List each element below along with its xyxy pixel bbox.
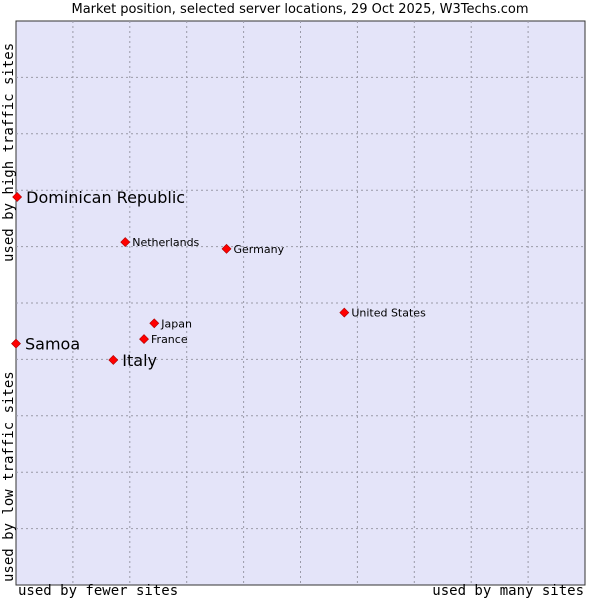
data-point-label: Dominican Republic — [26, 188, 185, 207]
data-point-label: Germany — [234, 243, 285, 256]
data-point-label: United States — [351, 307, 426, 320]
x-axis-label-left: used by fewer sites — [18, 583, 179, 599]
data-point-marker — [149, 318, 160, 329]
data-point-marker — [11, 338, 21, 349]
data-point-label: France — [151, 333, 188, 346]
data-point-marker — [108, 355, 119, 365]
data-point-marker — [221, 243, 232, 254]
data-point-marker — [339, 307, 350, 318]
data-point-marker — [120, 237, 131, 248]
data-point-label: Italy — [122, 351, 157, 370]
y-axis-label-top: used by high traffic sites — [1, 42, 17, 262]
data-point-label: Netherlands — [132, 236, 199, 249]
data-point-marker — [139, 334, 149, 345]
data-points: Dominican Republic Netherlands Germany Unit… — [11, 188, 426, 370]
data-point-marker — [12, 192, 23, 202]
data-point-label: Samoa — [25, 335, 80, 354]
grid-lines — [16, 21, 585, 585]
data-point-label: Japan — [160, 317, 192, 330]
y-axis-label-bottom: used by low traffic sites — [1, 371, 17, 582]
chart-title: Market position, selected server locatio… — [71, 2, 529, 17]
x-axis-label-right: used by many sites — [432, 583, 584, 599]
